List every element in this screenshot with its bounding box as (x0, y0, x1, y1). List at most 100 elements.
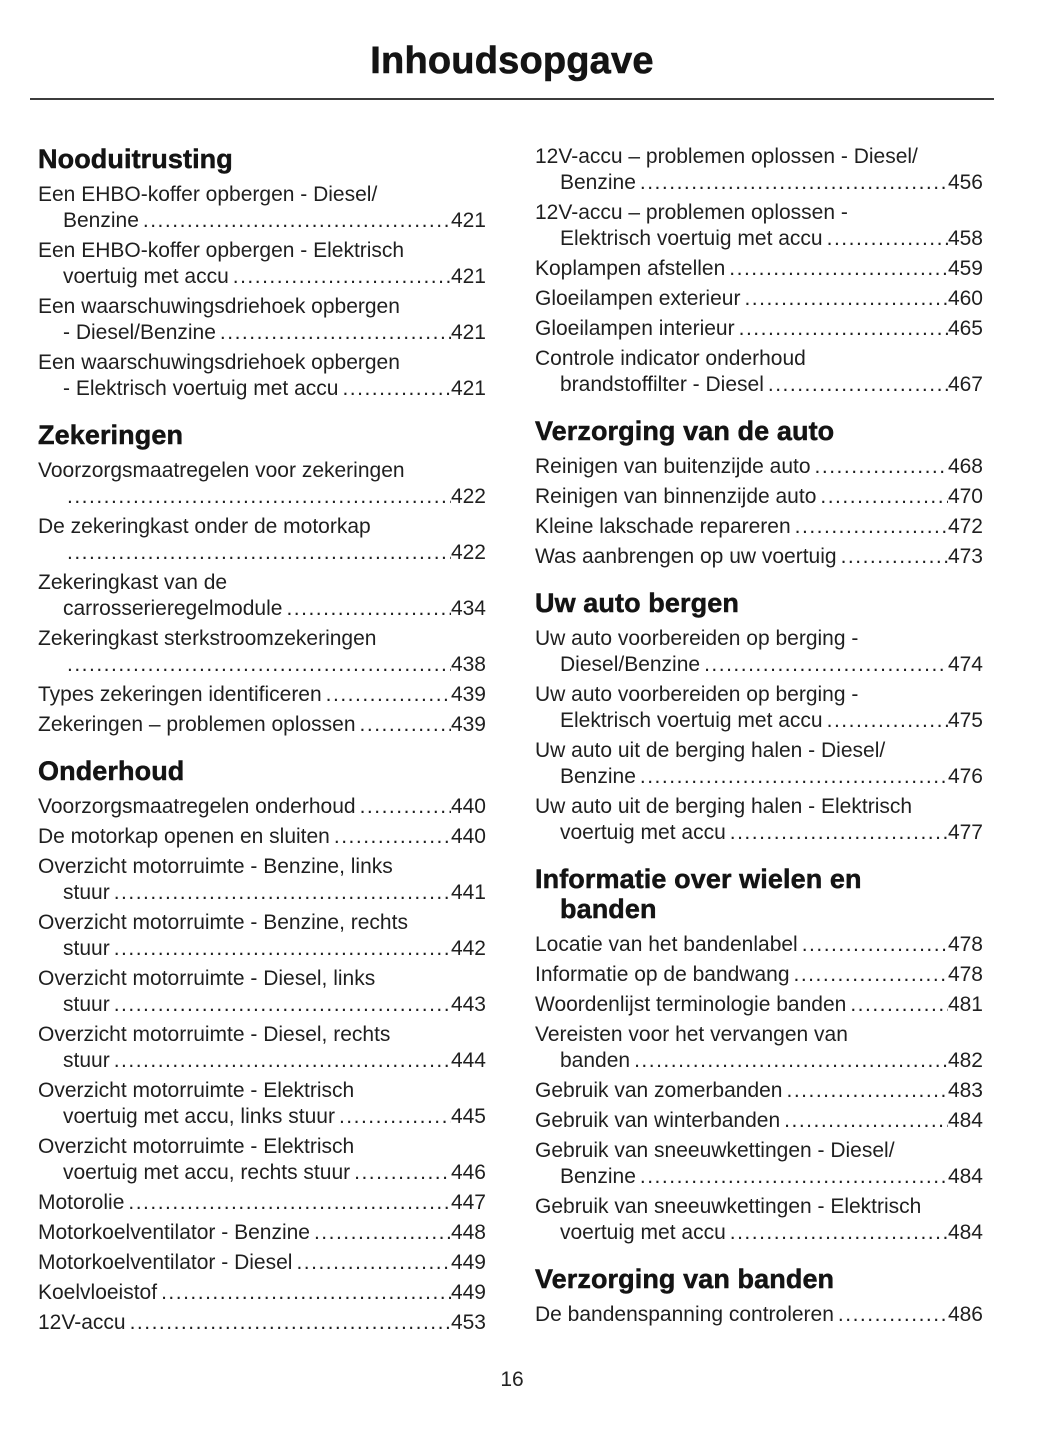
toc-entry-line: Gebruik van winterbanden (535, 1109, 781, 1132)
toc-entry: Gebruik van winterbanden 484 (535, 1108, 983, 1134)
toc-entry: Locatie van het bandenlabel 478 (535, 932, 983, 958)
toc-entry-line: Uw auto uit de berging halen - Elektrisc… (535, 795, 913, 818)
dot-leader (726, 1220, 948, 1246)
toc-entry-line: voertuig met accu, rechts stuur (63, 1161, 351, 1184)
toc-entry-line: Een waarschuwingsdriehoek opbergen (38, 351, 400, 374)
toc-entry-line: carrosserieregelmodule (63, 597, 283, 620)
toc-entry-page-number: 482 (947, 1049, 983, 1072)
dot-leader (126, 1310, 451, 1336)
toc-entry-last-line: voertuig met accu 421 (38, 264, 486, 290)
toc-entry-line: Zekeringen – problemen oplossen (38, 713, 356, 736)
dot-leader (725, 256, 948, 282)
dot-leader (63, 652, 451, 678)
toc-entry-last-line: Reinigen van binnenzijde auto 470 (535, 484, 983, 510)
toc-entry-line: Koelvloeistof (38, 1281, 158, 1304)
toc-entry-line: Locatie van het bandenlabel (535, 933, 798, 956)
dot-leader (823, 226, 948, 252)
toc-entry-last-line: Zekeringen – problemen oplossen 439 (38, 712, 486, 738)
toc-entry-line: Motorolie (38, 1191, 125, 1214)
dot-leader (636, 1164, 948, 1190)
toc-entry-line: Overzicht motorruimte - Benzine, rechts (38, 911, 408, 934)
dot-leader (823, 708, 948, 734)
dot-leader (790, 962, 948, 988)
page-number: 16 (500, 1368, 524, 1391)
section-heading-line: Verzorging van de auto (535, 416, 835, 447)
toc-entry-line: De zekeringkast onder de motorkap (38, 515, 371, 538)
toc-column-right: 12V-accu – problemen oplossen - Diesel/B… (535, 144, 983, 1340)
toc-entry-page-number: 421 (450, 265, 486, 288)
toc-entry: Gloeilampen exterieur 460 (535, 286, 983, 312)
toc-entry-line: Overzicht motorruimte - Elektrisch (38, 1079, 355, 1102)
toc-entry-line: Overzicht motorruimte - Diesel, rechts (38, 1023, 391, 1046)
dot-leader (335, 1104, 451, 1130)
toc-entry-last-line: - Elektrisch voertuig met accu 421 (38, 376, 486, 402)
toc-entry: Overzicht motorruimte - Benzine, links st… (38, 854, 486, 906)
toc-entry: Overzicht motorruimte - Diesel, links stu… (38, 966, 486, 1018)
toc-entry-page-number: 453 (450, 1311, 486, 1334)
toc-entry-last-line: stuur 444 (38, 1048, 486, 1074)
toc-entry-page-number: 439 (450, 713, 486, 736)
toc-entry: Motorkoelventilator - Diesel 449 (38, 1250, 486, 1276)
section-heading-line: Zekeringen (38, 420, 184, 451)
toc-entry: Overzicht motorruimte - Diesel, rechts st… (38, 1022, 486, 1074)
section-heading: Onderhoud (38, 756, 486, 787)
toc-entry-last-line: Gebruik van zomerbanden 483 (535, 1078, 983, 1104)
dot-leader (700, 652, 948, 678)
toc-entry: Controle indicator onderhoud brandstoffil… (535, 346, 983, 398)
dot-leader (834, 1302, 948, 1328)
dot-leader (110, 936, 451, 962)
toc-entry-last-line: Elektrisch voertuig met accu 475 (535, 708, 983, 734)
toc-entry-page-number: 421 (450, 321, 486, 344)
dot-leader (740, 286, 948, 312)
toc-entry-last-line: - Diesel/Benzine 421 (38, 320, 486, 346)
toc-entry-last-line: De bandenspanning controleren 486 (535, 1302, 983, 1328)
dot-leader (780, 1108, 948, 1134)
toc-entry: Koelvloeistof 449 (38, 1280, 486, 1306)
toc-entry-line: Overzicht motorruimte - Elektrisch (38, 1135, 355, 1158)
toc-entry-line: Een EHBO-koffer opbergen - Diesel/ (38, 183, 378, 206)
section-heading-line: Nooduitrusting (38, 144, 233, 175)
dot-leader (110, 880, 451, 906)
toc-entry-line: Was aanbrengen op uw voertuig (535, 545, 837, 568)
toc-entry-last-line: Locatie van het bandenlabel 478 (535, 932, 983, 958)
toc-entry: Woordenlijst terminologie banden 481 (535, 992, 983, 1018)
toc-entry: De motorkap openen en sluiten 440 (38, 824, 486, 850)
toc-entry-page-number: 477 (947, 821, 983, 844)
toc-entry-line: stuur (63, 1049, 110, 1072)
toc-entry-line: Reinigen van buitenzijde auto (535, 455, 811, 478)
section-heading-line: Verzorging van banden (535, 1264, 835, 1295)
toc-entry: Types zekeringen identificeren 439 (38, 682, 486, 708)
toc-entry-page-number: 481 (947, 993, 983, 1016)
toc-entry-line: Overzicht motorruimte - Diesel, links (38, 967, 376, 990)
toc-entry: Reinigen van binnenzijde auto 470 (535, 484, 983, 510)
toc-entry-page-number: 443 (450, 993, 486, 1016)
toc-entry-page-number: 456 (947, 171, 983, 194)
toc-entry-last-line: voertuig met accu, rechts stuur 446 (38, 1160, 486, 1186)
toc-entry-line: - Diesel/Benzine (63, 321, 216, 344)
toc-entry-line: voertuig met accu (560, 821, 726, 844)
toc-entry-last-line: Gloeilampen interieur 465 (535, 316, 983, 342)
toc-entry-last-line: Benzine 484 (535, 1164, 983, 1190)
toc-entry-page-number: 460 (947, 287, 983, 310)
toc-entry-line: Woordenlijst terminologie banden (535, 993, 847, 1016)
toc-entry-page-number: 486 (947, 1303, 983, 1326)
toc-entry-line: Overzicht motorruimte - Benzine, links (38, 855, 393, 878)
toc-entry-line: Types zekeringen identificeren (38, 683, 322, 706)
toc-columns: Nooduitrusting Een EHBO-koffer opbergen -… (30, 144, 994, 1340)
toc-entry-last-line: Elektrisch voertuig met accu 458 (535, 226, 983, 252)
toc-entry-page-number: 440 (450, 825, 486, 848)
toc-entry: Uw auto uit de berging halen - Diesel/Be… (535, 738, 983, 790)
section-heading: Zekeringen (38, 420, 486, 451)
toc-entry: Een waarschuwingsdriehoek opbergen - Dies… (38, 294, 486, 346)
toc-entry: Reinigen van buitenzijde auto 468 (535, 454, 983, 480)
toc-entry-page-number: 458 (947, 227, 983, 250)
toc-entry-line: Voorzorgsmaatregelen onderhoud (38, 795, 356, 818)
toc-entry-last-line: Gloeilampen exterieur 460 (535, 286, 983, 312)
toc-entry-page-number: 474 (947, 653, 983, 676)
header-divider (30, 98, 994, 100)
toc-entry-last-line: Koelvloeistof 449 (38, 1280, 486, 1306)
toc-entry-last-line: 422 (38, 484, 486, 510)
toc-entry-last-line: 422 (38, 540, 486, 566)
toc-entry-page-number: 442 (450, 937, 486, 960)
toc-entry-page-number: 448 (450, 1221, 486, 1244)
